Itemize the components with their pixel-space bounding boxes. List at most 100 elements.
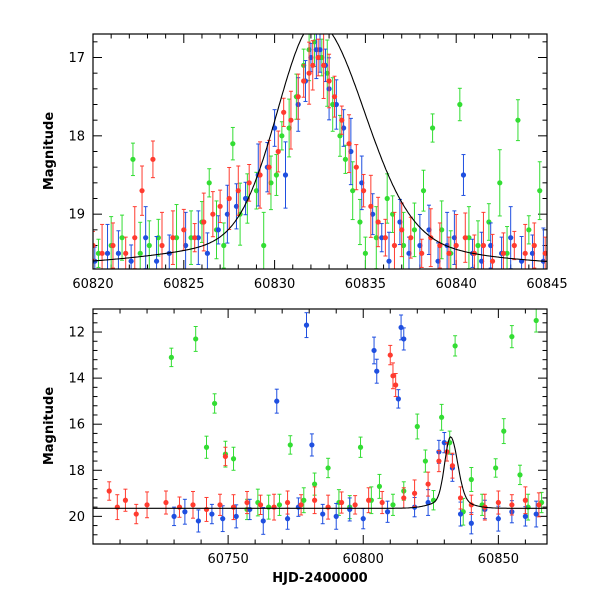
- data-point: [311, 481, 318, 487]
- data-point: [468, 520, 474, 526]
- data-point: [308, 54, 314, 61]
- data-point: [195, 518, 201, 524]
- data-point: [279, 133, 285, 139]
- data-point: [130, 156, 136, 162]
- data-point: [193, 336, 199, 342]
- data-point: [536, 502, 542, 508]
- data-point: [341, 125, 347, 131]
- data-point: [493, 465, 499, 471]
- x-tick-label: 60840: [436, 277, 477, 292]
- top-y-axis-label: Magnitude: [42, 112, 57, 191]
- data-point: [311, 497, 318, 503]
- data-point: [233, 203, 240, 209]
- data-point: [128, 258, 134, 264]
- data-point: [500, 250, 507, 256]
- data-point: [203, 506, 210, 513]
- data-point: [282, 172, 289, 178]
- data-point: [533, 511, 539, 517]
- data-point: [384, 195, 390, 202]
- red-series: [93, 34, 547, 269]
- data-point: [306, 70, 312, 76]
- y-tick-label: 20: [68, 510, 85, 525]
- data-point: [325, 465, 331, 471]
- data-point: [400, 242, 407, 249]
- data-point: [222, 453, 229, 460]
- data-point: [387, 352, 393, 358]
- data-point: [286, 125, 292, 131]
- data-point: [393, 382, 399, 388]
- data-point: [244, 499, 250, 506]
- data-point: [453, 242, 459, 249]
- data-point: [201, 219, 207, 225]
- data-point: [414, 423, 420, 430]
- data-point: [439, 227, 445, 233]
- data-point: [95, 250, 102, 256]
- data-point: [144, 502, 150, 508]
- data-point: [192, 235, 198, 241]
- data-point: [379, 235, 385, 241]
- data-point: [399, 227, 405, 233]
- x-tick-label: 60825: [163, 277, 204, 292]
- green-series: [168, 309, 545, 526]
- data-point: [110, 242, 116, 249]
- data-point: [515, 117, 521, 123]
- data-point: [390, 373, 396, 379]
- data-point: [504, 250, 510, 256]
- data-point: [119, 235, 125, 241]
- data-point: [425, 499, 431, 506]
- data-point: [382, 235, 388, 241]
- data-point: [171, 513, 177, 519]
- data-point: [408, 235, 414, 241]
- data-point: [333, 101, 339, 108]
- bottom-x-tick-labels: 60750 60800 60850: [207, 552, 519, 567]
- data-point: [436, 458, 442, 464]
- data-point: [137, 250, 143, 256]
- data-point: [146, 242, 152, 249]
- data-point: [221, 242, 227, 249]
- data-point: [357, 219, 363, 225]
- y-tick-label: 14: [68, 372, 85, 387]
- data-point: [376, 483, 383, 490]
- data-point: [159, 242, 165, 249]
- top-axes-frame: [92, 33, 548, 270]
- data-point: [497, 180, 503, 186]
- data-point: [331, 94, 338, 100]
- data-point: [301, 78, 307, 84]
- data-point: [360, 516, 366, 522]
- data-point: [284, 499, 291, 506]
- data-point: [330, 101, 336, 108]
- model-curve: [93, 436, 547, 509]
- data-point: [281, 109, 287, 115]
- data-point: [517, 472, 523, 478]
- data-point: [173, 235, 180, 241]
- data-point: [257, 172, 263, 178]
- red-series: [106, 344, 542, 525]
- data-point: [384, 509, 391, 515]
- data-point: [348, 148, 354, 155]
- data-point: [143, 235, 149, 241]
- x-tick-label: 60835: [345, 277, 386, 292]
- data-point: [284, 516, 291, 522]
- data-point: [374, 368, 380, 374]
- data-point: [181, 227, 187, 233]
- data-point: [357, 444, 364, 450]
- data-point: [529, 250, 536, 256]
- x-tick-label: 60820: [72, 277, 113, 292]
- data-point: [163, 499, 169, 506]
- data-point: [182, 509, 188, 515]
- bottom-y-tick-labels: 12 14 16 18 20: [68, 326, 85, 525]
- data-point: [226, 195, 232, 202]
- x-tick-label: 60830: [254, 277, 295, 292]
- data-point: [188, 235, 194, 241]
- data-point: [195, 235, 201, 241]
- y-tick-label: 19: [68, 208, 85, 223]
- data-point: [266, 164, 272, 170]
- data-point: [533, 317, 539, 324]
- data-point: [212, 400, 218, 407]
- data-point: [509, 334, 515, 340]
- data-point: [123, 250, 129, 256]
- data-point: [271, 504, 277, 510]
- data-point: [359, 180, 365, 186]
- data-point: [287, 442, 293, 448]
